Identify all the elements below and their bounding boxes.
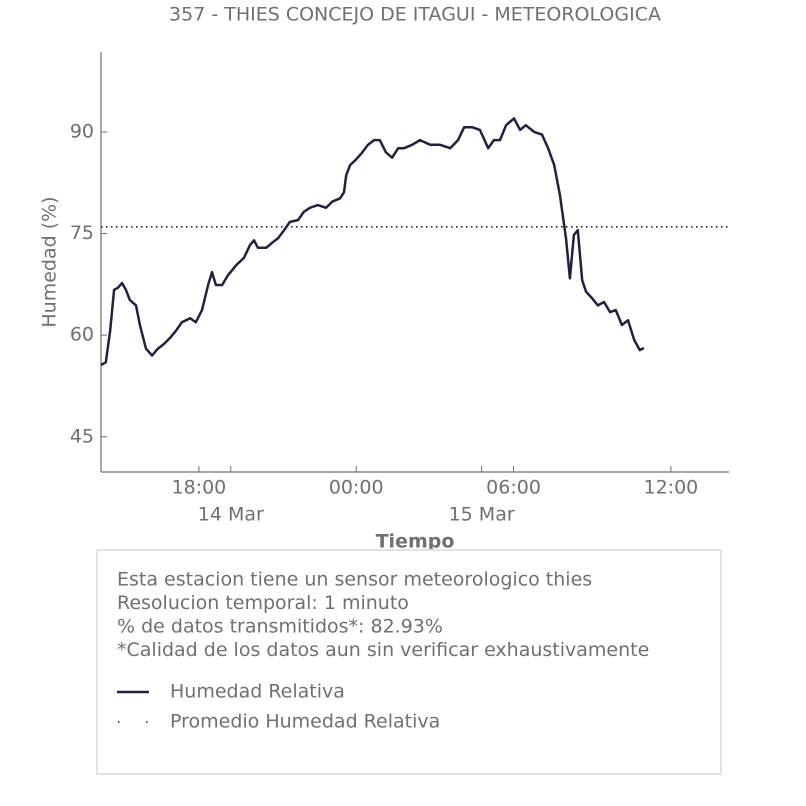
chart-title: 357 - THIES CONCEJO DE ITAGUI - METEOROL… <box>169 4 661 26</box>
info-text: Esta estacion tiene un sensor meteorolog… <box>117 569 592 591</box>
legend-label: Promedio Humedad Relativa <box>170 711 440 733</box>
x-date-label: 15 Mar <box>449 504 515 526</box>
legend-label: Humedad Relativa <box>170 681 345 703</box>
x-tick-label: 12:00 <box>643 477 698 499</box>
y-tick-label: 60 <box>70 324 94 346</box>
y-axis-label: Humedad (%) <box>39 196 61 327</box>
y-tick-label: 45 <box>70 425 94 447</box>
x-axis-label: Tiempo <box>376 531 455 553</box>
info-box <box>96 549 722 775</box>
y-tick-label: 75 <box>70 222 94 244</box>
info-text: % de datos transmitidos*: 82.93% <box>117 616 443 638</box>
humidity-line <box>100 117 645 367</box>
x-tick-label: 06:00 <box>486 477 541 499</box>
info-text: Resolucion temporal: 1 minuto <box>117 592 409 614</box>
info-text: *Calidad de los datos aun sin verificar … <box>117 639 649 661</box>
x-date-label: 14 Mar <box>198 504 264 526</box>
x-tick-label: 18:00 <box>172 477 227 499</box>
x-tick-label: 00:00 <box>329 477 384 499</box>
y-tick-label: 90 <box>70 120 94 142</box>
